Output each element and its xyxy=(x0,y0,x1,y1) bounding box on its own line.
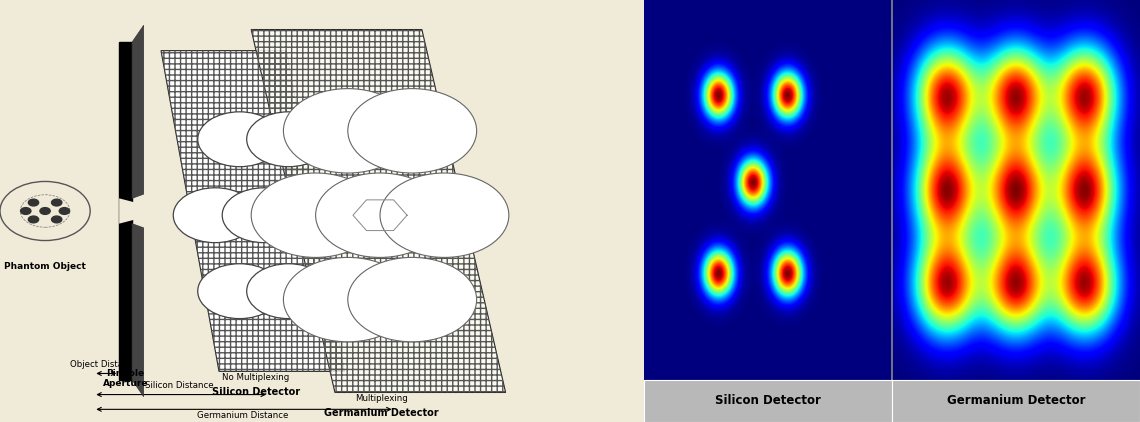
Polygon shape xyxy=(120,42,132,380)
Bar xyxy=(644,380,891,422)
Circle shape xyxy=(51,199,62,206)
Text: Germanium Distance: Germanium Distance xyxy=(197,411,288,420)
Text: Silicon Detector: Silicon Detector xyxy=(212,387,300,397)
Text: Object Distance: Object Distance xyxy=(71,360,139,369)
Circle shape xyxy=(28,199,39,206)
Polygon shape xyxy=(132,25,144,198)
Text: Pinhole
Aperture: Pinhole Aperture xyxy=(103,369,148,388)
Polygon shape xyxy=(251,30,506,392)
Text: Silicon Detector: Silicon Detector xyxy=(715,395,821,407)
Polygon shape xyxy=(161,51,344,371)
Circle shape xyxy=(284,257,413,342)
Circle shape xyxy=(59,208,70,214)
Circle shape xyxy=(284,89,413,173)
Circle shape xyxy=(40,208,50,214)
Text: Germanium Detector: Germanium Detector xyxy=(947,395,1085,407)
Text: Phantom Object: Phantom Object xyxy=(5,262,86,271)
Text: Germanium Detector: Germanium Detector xyxy=(324,408,439,418)
Circle shape xyxy=(246,264,331,319)
Circle shape xyxy=(251,173,380,257)
Circle shape xyxy=(222,188,306,243)
Circle shape xyxy=(21,208,31,214)
Text: Silicon Distance: Silicon Distance xyxy=(145,381,214,390)
Text: No Multiplexing: No Multiplexing xyxy=(222,373,290,382)
Polygon shape xyxy=(132,224,144,397)
Polygon shape xyxy=(120,198,144,224)
Circle shape xyxy=(380,173,508,257)
Circle shape xyxy=(28,216,39,223)
Bar xyxy=(891,380,1140,422)
Circle shape xyxy=(316,173,445,257)
Text: Multiplexing: Multiplexing xyxy=(356,394,408,403)
Circle shape xyxy=(197,264,282,319)
Circle shape xyxy=(348,257,477,342)
Circle shape xyxy=(51,216,62,223)
Circle shape xyxy=(246,112,331,167)
Circle shape xyxy=(271,188,355,243)
Circle shape xyxy=(197,112,282,167)
Circle shape xyxy=(348,89,477,173)
Circle shape xyxy=(173,188,256,243)
